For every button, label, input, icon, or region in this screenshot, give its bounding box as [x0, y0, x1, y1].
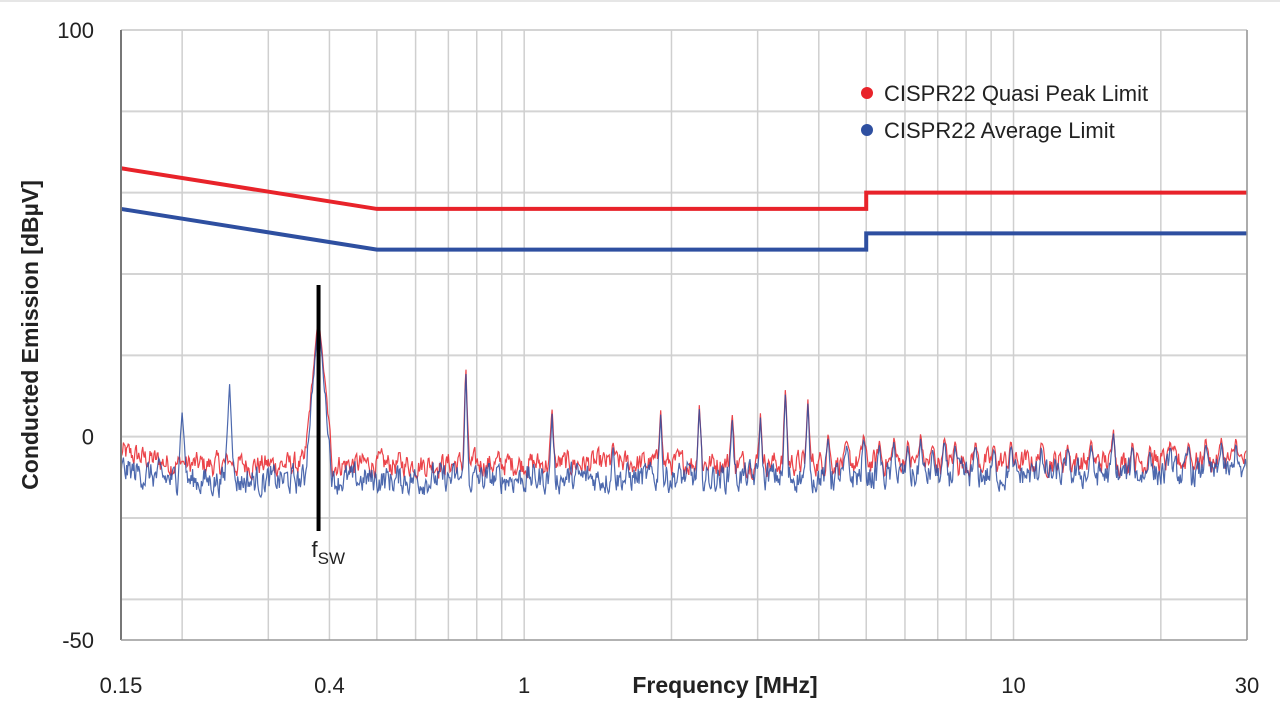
trace-average	[120, 320, 1248, 499]
legend: CISPR22 Quasi Peak Limit CISPR22 Average …	[861, 81, 1148, 143]
legend-label: CISPR22 Average Limit	[884, 118, 1115, 143]
y-tick-label: 0	[82, 425, 94, 450]
measured-traces	[120, 315, 1248, 499]
x-tick-label: 0.4	[314, 673, 345, 698]
legend-label: CISPR22 Quasi Peak Limit	[884, 81, 1148, 106]
limit-lines	[120, 166, 1247, 252]
x-tick-label: 1	[518, 673, 530, 698]
y-tick-label: 100	[57, 18, 94, 43]
y-tick-label: -50	[62, 628, 94, 653]
limit-line-quasi-peak	[120, 166, 1247, 211]
legend-marker	[861, 87, 873, 99]
axes: 0.15 0.4 1 10 30 100 0 -50	[57, 18, 1259, 698]
legend-marker	[861, 124, 873, 136]
fsw-label-sub: SW	[318, 549, 345, 568]
fsw-label: fSW	[312, 537, 346, 568]
x-tick-label: 0.15	[100, 673, 143, 698]
fsw-label-main: f	[312, 537, 319, 562]
x-axis-label: Frequency [MHz]	[632, 672, 817, 698]
x-tick-label: 30	[1235, 673, 1259, 698]
fsw-annotation: fSW	[312, 285, 346, 568]
limit-line-average	[120, 206, 1247, 252]
y-axis-label: Conducted Emission [dBµV]	[17, 180, 43, 490]
x-tick-label: 10	[1001, 673, 1025, 698]
trace-quasi-peak	[120, 315, 1248, 481]
